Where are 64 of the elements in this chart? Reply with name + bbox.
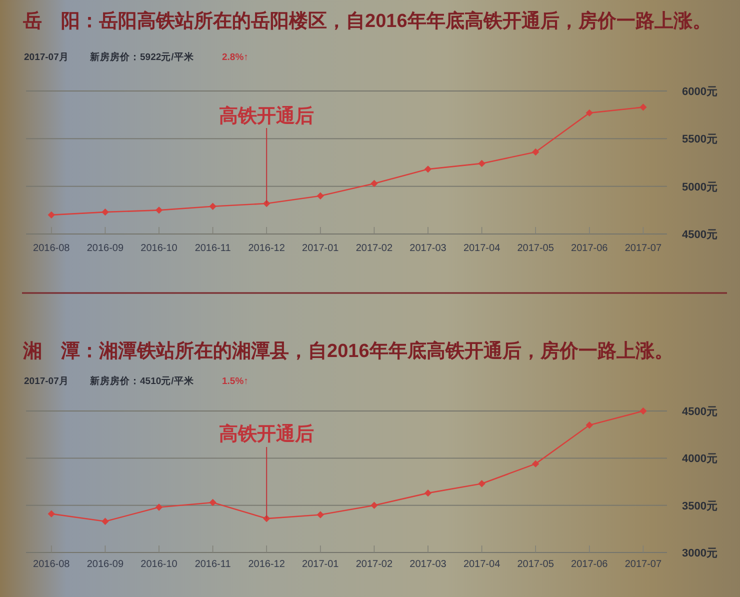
point bbox=[478, 480, 486, 488]
y-tick-label: 4500元 bbox=[682, 406, 718, 418]
x-tick-label: 2017-06 bbox=[571, 243, 608, 254]
x-tick-label: 2017-07 bbox=[624, 243, 662, 254]
point bbox=[370, 502, 378, 509]
y-tick-label: 4000元 bbox=[682, 453, 718, 466]
x-tick-label: 2017-05 bbox=[517, 243, 554, 254]
point bbox=[424, 489, 432, 497]
x-tick-label: 2016-08 bbox=[33, 243, 70, 254]
point bbox=[155, 504, 163, 511]
text: 2.8%↑ bbox=[222, 52, 248, 63]
point bbox=[316, 511, 324, 518]
point bbox=[586, 109, 593, 117]
point bbox=[102, 518, 109, 525]
y-tick-label: 5500元 bbox=[682, 134, 718, 146]
text: 1.5%↑ bbox=[222, 376, 248, 387]
point bbox=[209, 498, 216, 506]
point bbox=[640, 104, 647, 111]
x-tick-label: 2017-07 bbox=[624, 559, 662, 570]
point bbox=[586, 422, 593, 429]
x-tick-label: 2017-03 bbox=[410, 243, 447, 254]
x-tick-label: 2016-12 bbox=[248, 559, 286, 570]
text: 新房房价：4510元/平米 bbox=[89, 375, 195, 387]
x-tick-label: 2017-06 bbox=[571, 559, 608, 570]
x-tick-label: 2016-10 bbox=[140, 559, 178, 570]
x-tick-label: 2017-04 bbox=[463, 243, 501, 254]
y-tick-label: 3500元 bbox=[682, 500, 718, 512]
point bbox=[102, 208, 109, 216]
x-tick-label: 2017-05 bbox=[517, 559, 554, 570]
x-tick-label: 2017-01 bbox=[302, 559, 340, 570]
x-tick-label: 2016-09 bbox=[86, 243, 124, 254]
x-tick-label: 2017-03 bbox=[410, 559, 447, 570]
x-tick-label: 2017-02 bbox=[356, 243, 393, 254]
point bbox=[424, 166, 432, 173]
x-tick-label: 2016-12 bbox=[248, 243, 286, 254]
y-tick-label: 5000元 bbox=[682, 181, 718, 194]
x-tick-label: 2016-11 bbox=[194, 243, 232, 254]
chart-subtitle: 2017-07月 bbox=[24, 376, 69, 387]
point bbox=[532, 460, 540, 468]
y-tick-label: 3000元 bbox=[682, 548, 718, 560]
y-tick-label: 4500元 bbox=[682, 229, 718, 241]
x-tick-label: 2017-02 bbox=[356, 559, 393, 570]
point bbox=[532, 148, 540, 156]
x-tick-label: 2016-09 bbox=[86, 559, 124, 570]
point bbox=[478, 160, 486, 168]
point bbox=[48, 211, 55, 219]
x-tick-label: 2016-11 bbox=[194, 559, 232, 570]
point bbox=[370, 180, 378, 188]
point bbox=[640, 407, 647, 415]
point bbox=[48, 510, 55, 518]
chart-title: 岳 阳：岳阳高铁站所在的岳阳楼区，自2016年年底高铁开通后，房价一路上涨。 bbox=[22, 10, 712, 32]
x-tick-label: 2016-08 bbox=[33, 559, 70, 570]
x-tick-label: 2016-10 bbox=[140, 243, 178, 254]
point bbox=[155, 206, 163, 214]
x-tick-label: 2017-04 bbox=[463, 559, 501, 570]
point bbox=[316, 192, 324, 200]
chart-subtitle: 2017-07月 bbox=[24, 52, 69, 63]
text: 新房房价：5922元/平米 bbox=[89, 51, 195, 63]
point bbox=[209, 202, 216, 210]
x-tick-label: 2017-01 bbox=[302, 243, 340, 254]
y-tick-label: 6000元 bbox=[682, 86, 718, 98]
annotation: 高铁开通后 bbox=[219, 423, 314, 445]
chart-title: 湘 潭：湘潭铁站所在的湘潭县，自2016年年底高铁开通后，房价一路上涨。 bbox=[22, 340, 674, 362]
annotation: 高铁开通后 bbox=[219, 105, 314, 127]
